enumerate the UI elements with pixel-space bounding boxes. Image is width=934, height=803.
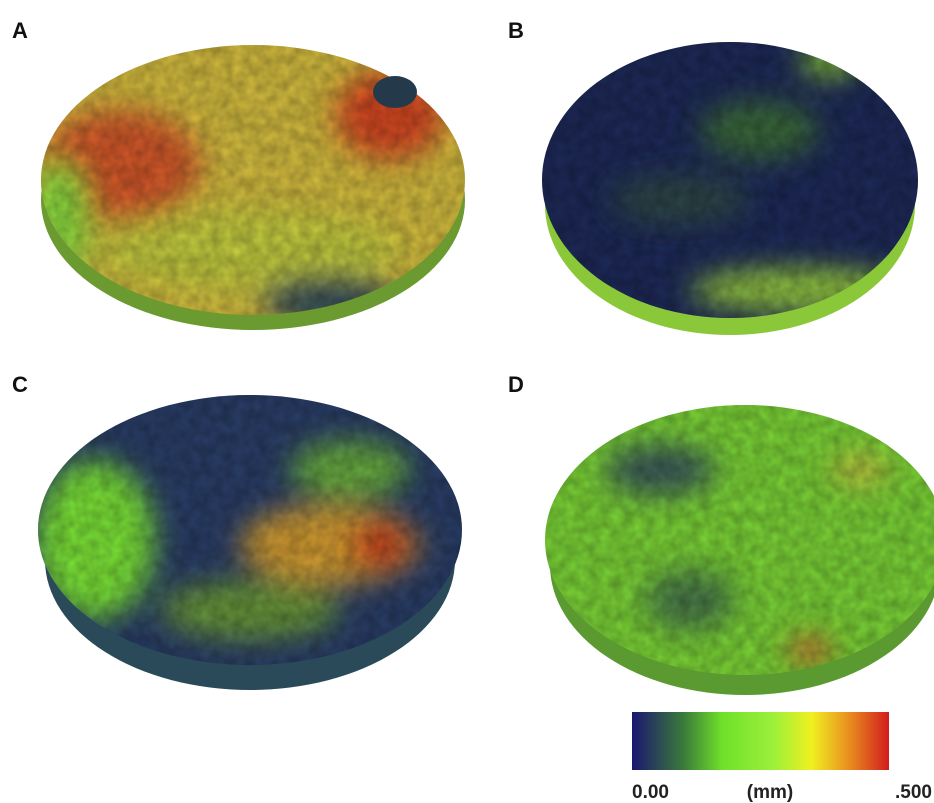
- colorbar-gradient: [632, 712, 889, 770]
- figure: A B C: [0, 0, 934, 803]
- panel-c: C: [12, 372, 462, 690]
- page: A B C: [0, 0, 934, 803]
- panel-d: D: [508, 372, 934, 695]
- panel-label: A: [12, 18, 28, 43]
- panel-label: B: [508, 18, 524, 43]
- panel-a: A: [12, 18, 465, 330]
- colorbar-max: .500: [895, 782, 932, 803]
- panel-label: C: [12, 372, 28, 397]
- panel-b: B: [508, 18, 918, 335]
- colorbar-unit: (mm): [747, 782, 793, 803]
- panel-label: D: [508, 372, 524, 397]
- colorbar-min: 0.00: [632, 782, 669, 803]
- colorbar: 0.00 (mm) .500: [632, 712, 932, 803]
